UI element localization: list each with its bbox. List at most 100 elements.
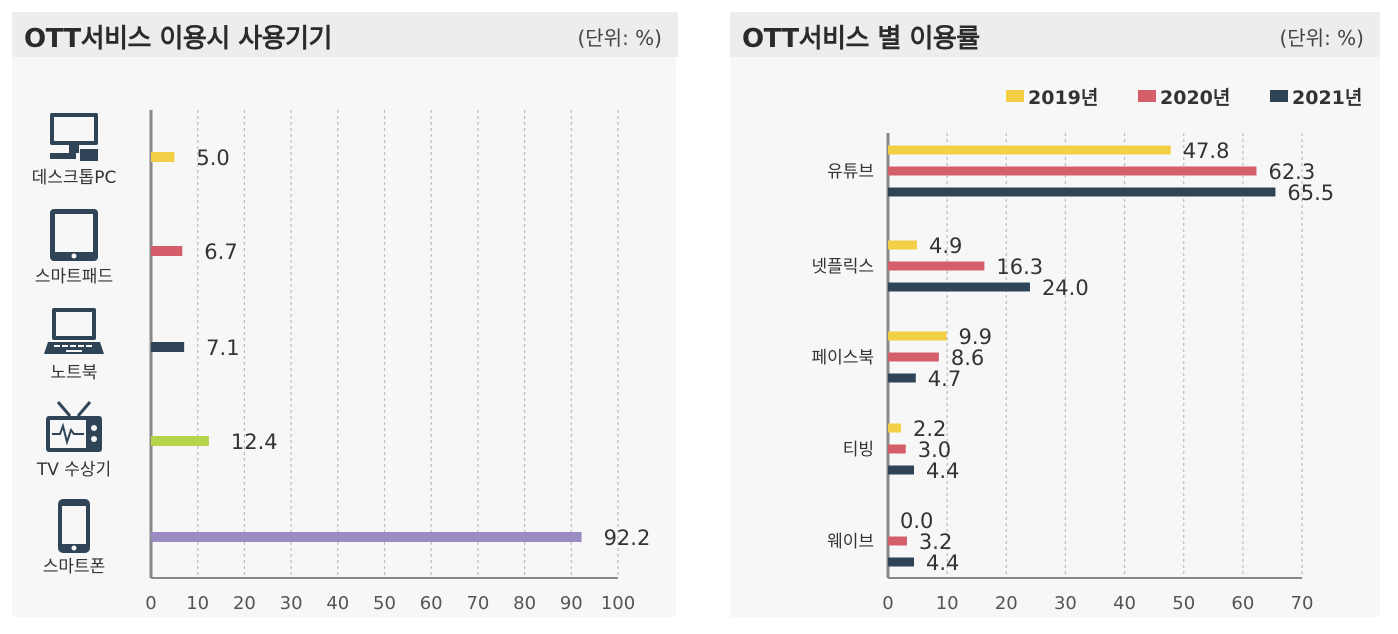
service-usage-x-tick-label: 40 [1113,593,1136,614]
device-usage-x-tick-label: 60 [420,593,443,614]
service-usage-category-label: 웨이브 [827,532,874,552]
device-usage-x-tick-label: 40 [326,593,349,614]
service-usage-bars: 47.8 4.9 9.9 2.2 0.0 62.3 16.3 8.6 3.0 3.2 65.5 24.… [888,139,1334,575]
service-usage-value-label: 65.5 [1287,181,1334,205]
service-usage-bar [888,187,1276,197]
service-usage-bar [888,282,1030,292]
device-usage-value-label: 7.1 [206,336,239,360]
device-usage-bars: 5.0 6.7 7.1 12.4 92.2 [151,146,650,550]
device-usage-category-label: 데스크톱PC [32,168,117,188]
laptop-key [62,345,68,347]
service-usage-value-label: 62.3 [1268,160,1315,184]
service-usage-bar [888,444,906,454]
device-usage-x-ticks: 0 10 20 30 40 50 60 70 80 90 100 [145,593,635,614]
device-usage-value-label: 6.7 [204,240,237,264]
service-usage-unit-label: (단위: %) [1279,26,1364,50]
service-usage-x-tick-label: 60 [1231,593,1254,614]
smartphone-icon [58,499,90,553]
service-usage-bar [888,352,939,362]
service-usage-value-label: 24.0 [1042,276,1089,300]
service-usage-category-label: 유튜브 [827,162,874,182]
laptop-key [78,345,84,347]
desktop-screen-inner [54,117,94,141]
device-usage-unit-label: (단위: %) [577,26,662,50]
legend-label: 2019년 [1028,87,1098,109]
device-usage-title-bar: OTT서비스 이용시 사용기기 (단위: %) [12,12,678,57]
service-usage-x-ticks: 0 10 20 30 40 50 60 70 [882,593,1313,614]
device-usage-value-label: 92.2 [604,526,651,550]
tablet-button [71,253,77,259]
service-usage-category-label: 넷플릭스 [811,257,874,277]
legend-swatch [1138,90,1156,102]
service-usage-value-label: 4.9 [929,234,962,258]
service-usage-value-label: 2.2 [913,417,946,441]
device-usage-bar [151,246,183,256]
laptop-base [44,342,104,354]
service-usage-bar [888,261,985,271]
device-usage-x-tick-label: 80 [513,593,536,614]
service-usage-value-label: 4.7 [928,367,961,391]
service-usage-value-label: 3.0 [918,438,951,462]
service-usage-bar [888,145,1171,155]
device-usage-chart-title: OTT서비스 이용시 사용기기 [24,24,332,54]
device-usage-bar [151,342,185,352]
service-usage-legend: 2019년 2020년 2021년 [1006,87,1362,109]
device-usage-panel: OTT서비스 이용시 사용기기 (단위: %) 0 10 20 30 40 50 60 70 8… [0,0,690,634]
device-usage-x-tick-label: 90 [560,593,583,614]
service-usage-category-label: 페이스북 [811,348,874,368]
service-usage-x-tick-label: 50 [1172,593,1195,614]
service-usage-value-label: 4.4 [926,459,959,483]
laptop-key [54,345,60,347]
device-usage-value-label: 12.4 [231,430,278,454]
service-usage-value-label: 3.2 [919,530,952,554]
device-usage-x-tick-label: 20 [233,593,256,614]
device-usage-bar [151,436,209,446]
device-usage-x-tick-label: 50 [373,593,396,614]
service-usage-value-label: 16.3 [996,255,1043,279]
service-usage-value-label: 9.9 [959,325,992,349]
device-usage-x-tick-label: 100 [601,593,635,614]
service-usage-bar [888,423,902,433]
tablet-screen [55,214,93,252]
service-usage-chart-title: OTT서비스 별 이용률 [742,24,980,54]
service-usage-bar [888,557,915,567]
laptop-key [70,345,76,347]
tv-antenna-right [76,401,92,417]
tablet-icon [50,209,98,261]
service-usage-value-label: 0.0 [900,509,933,533]
service-usage-bar [888,465,915,475]
service-usage-bar [888,166,1257,176]
device-usage-value-label: 5.0 [196,146,229,170]
service-usage-x-tick-label: 30 [1054,593,1077,614]
desktop-tower [80,149,98,161]
device-usage-category-label: TV 수상기 [36,460,111,480]
desktop-keyboard [50,153,76,159]
legend-label: 2021년 [1292,87,1362,109]
legend-swatch [1270,90,1288,102]
service-usage-panel: OTT서비스 별 이용률 (단위: %) 0 10 20 30 40 50 60 70 47.8… [718,0,1398,634]
device-usage-x-tick-label: 70 [466,593,489,614]
device-usage-x-tick-label: 30 [280,593,303,614]
service-usage-value-label: 47.8 [1183,139,1230,163]
service-usage-bar [888,536,907,546]
tv-antenna-left [56,401,72,417]
service-usage-category-label: 티빙 [843,440,874,460]
laptop-icon [44,308,104,354]
phone-screen [62,506,86,544]
service-usage-title-bar: OTT서비스 별 이용률 (단위: %) [730,12,1380,57]
laptop-key [86,345,92,347]
device-usage-category-label: 스마트패드 [35,267,113,287]
service-usage-chart: 0 10 20 30 40 50 60 70 47.8 4.9 9.9 2.2 0.0 62.3 16.3 8… [811,87,1362,614]
device-usage-category-label: 노트북 [51,363,98,383]
device-usage-chart: 0 10 20 30 40 50 60 70 80 90 100 5.0 6.7 7.1 12.4 92.2 데… [32,110,650,614]
service-usage-bar [888,331,947,341]
desktop-icon [50,113,98,161]
service-usage-x-tick-label: 10 [936,593,959,614]
device-usage-gridlines [197,110,619,578]
device-usage-bar [151,152,175,162]
phone-button [71,545,77,551]
laptop-screen [56,312,92,336]
service-usage-x-tick-label: 20 [995,593,1018,614]
